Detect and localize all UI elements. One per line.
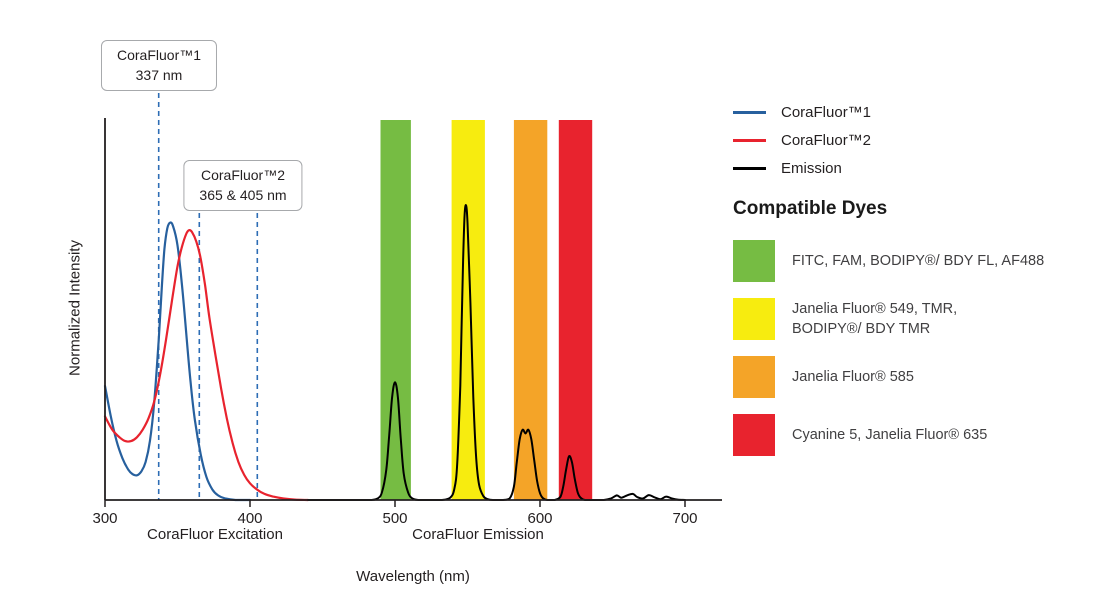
dye-color-swatch: [733, 356, 775, 398]
compatible-dyes-list: FITC, FAM, BODIPY®/ BDY FL, AF488 Janelia…: [733, 240, 1105, 456]
callout-wavelength: 365 & 405 nm: [199, 186, 287, 203]
legend-line-swatch: [733, 166, 766, 170]
legend-item-0: CoraFluor™1: [733, 102, 1105, 122]
emission-curve: [307, 204, 686, 502]
legend-item-1: CoraFluor™2: [733, 130, 1105, 150]
callout-title: CoraFluor™2: [200, 167, 286, 183]
chart-legend: CoraFluor™1 CoraFluor™2 Emission: [733, 102, 1105, 178]
dye-label: FITC, FAM, BODIPY®/ BDY FL, AF488: [792, 252, 1045, 269]
callout-corafluor2-365-405nm: CoraFluor™2 365 & 405 nm: [183, 160, 303, 212]
callout-corafluor1-337nm: CoraFluor™1 337 nm: [100, 40, 218, 92]
dye-label: Cyanine 5, Janelia Fluor® 635: [792, 426, 988, 443]
x-tick-label-600: 600: [527, 510, 552, 527]
side-panel: CoraFluor™1 CoraFluor™2 Emission Compatibl…: [733, 102, 1105, 472]
dye-row-1: Janelia Fluor® 549, TMR, BODIPY®/ BDY TM…: [733, 298, 1105, 340]
legend-line-swatch: [733, 138, 766, 142]
excitation-curve-0: [103, 221, 252, 502]
dye-label: Janelia Fluor® 585: [792, 368, 914, 385]
dye-color-swatch: [733, 298, 775, 340]
legend-label: Emission: [781, 159, 842, 177]
filter-band-1: [451, 120, 485, 500]
dye-color-swatch: [733, 414, 775, 456]
y-axis-label: Normalized Intensity: [66, 240, 84, 376]
compatible-dyes-heading: Compatible Dyes: [733, 198, 888, 219]
x-tick-label-400: 400: [237, 510, 262, 527]
dye-row-2: Janelia Fluor® 585: [733, 356, 1105, 398]
legend-item-2: Emission: [733, 158, 1105, 178]
excitation-curve-1: [103, 229, 310, 502]
x-group-label-excitation: CoraFluor Excitation: [147, 526, 283, 543]
dye-row-0: FITC, FAM, BODIPY®/ BDY FL, AF488: [733, 240, 1105, 282]
callout-title: CoraFluor™1: [116, 47, 202, 63]
x-tick-label-300: 300: [92, 510, 117, 527]
dye-label: Janelia Fluor® 549, TMR, BODIPY®/ BDY TM…: [792, 300, 958, 337]
filter-band-3: [558, 120, 593, 500]
spectra-chart: 300 400 500 600 700: [92, 84, 722, 527]
x-group-label-emission: CoraFluor Emission: [412, 526, 544, 543]
legend-label: CoraFluor™2: [781, 131, 872, 149]
dye-row-3: Cyanine 5, Janelia Fluor® 635: [733, 414, 1105, 456]
dye-color-swatch: [733, 240, 775, 282]
legend-line-swatch: [733, 110, 766, 114]
callout-wavelength: 337 nm: [135, 66, 183, 83]
x-tick-label-700: 700: [672, 510, 697, 527]
x-axis-label: Wavelength (nm): [356, 568, 470, 585]
filter-band-0: [380, 120, 411, 500]
x-tick-label-500: 500: [382, 510, 407, 527]
legend-label: CoraFluor™1: [781, 103, 872, 121]
